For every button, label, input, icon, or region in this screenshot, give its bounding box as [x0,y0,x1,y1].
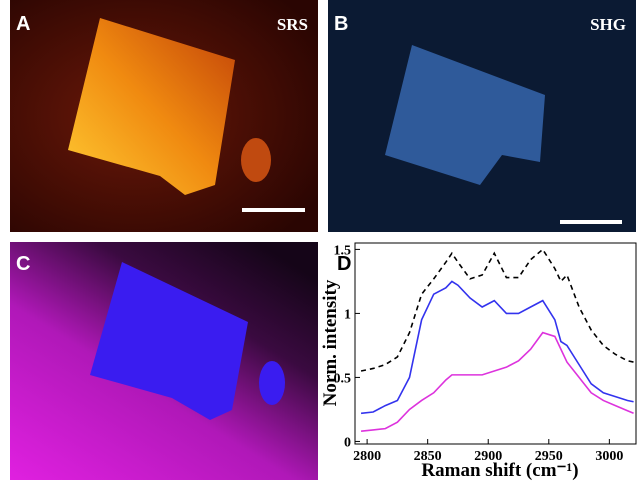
y-tick-label: 0 [344,435,351,450]
series-line [361,249,634,371]
figure: A SRS B SHG C D Raman shift (cm⁻¹) Norm.… [0,0,639,487]
panel-label: A [16,13,30,35]
y-tick-label: 0.5 [334,371,352,386]
particle [259,361,285,405]
x-tick-label: 2950 [535,449,563,464]
x-tick-label: 2900 [474,449,502,464]
particle [241,138,271,182]
panel-label: C [16,253,30,275]
y-axis-label: Norm. intensity [320,279,341,406]
panel-label: B [334,13,348,35]
panel-caption: SRS [277,15,308,34]
y-tick-label: 1.5 [334,243,352,258]
x-tick-label: 2800 [353,449,381,464]
plot-frame [355,243,636,444]
y-tick-label: 1 [344,307,351,322]
panel-b: B SHG [328,0,636,232]
page: A SRS B SHG C D Raman shift (cm⁻¹) Norm.… [0,0,639,487]
x-tick-label: 2850 [414,449,442,464]
panel-c: C [10,242,318,480]
panel-a: A SRS [10,0,318,232]
x-tick-label: 3000 [595,449,623,464]
panel-caption: SHG [590,15,626,34]
